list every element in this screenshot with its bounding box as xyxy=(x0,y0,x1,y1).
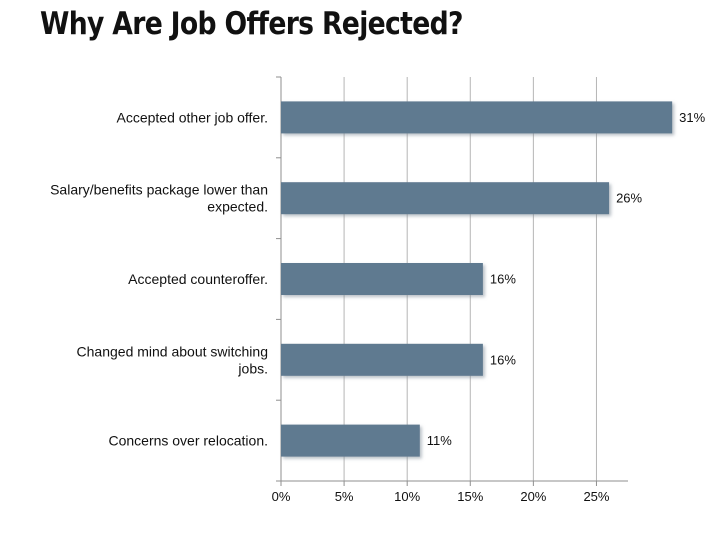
bar xyxy=(281,424,420,457)
category-label: Changed mind about switching jobs. xyxy=(77,343,268,376)
x-tick-label: 0% xyxy=(272,489,291,504)
chart-labels: 0% 5% 10% 15% 20% 25% 31% Accepted other job of… xyxy=(50,109,706,504)
bar xyxy=(281,101,673,134)
x-tick-label: 25% xyxy=(583,489,609,504)
bar-value-label: 16% xyxy=(490,272,516,287)
category-label: Accepted other job offer. xyxy=(116,109,268,125)
chart-title: Why Are Job Offers Rejected? xyxy=(40,6,463,42)
x-tick-label: 10% xyxy=(394,489,420,504)
category-label: Concerns over relocation. xyxy=(108,433,268,449)
bar xyxy=(281,263,483,295)
bar-value-label: 16% xyxy=(490,352,516,367)
bar xyxy=(281,182,610,215)
x-tick-label: 15% xyxy=(457,489,483,504)
x-tick-label: 5% xyxy=(335,489,354,504)
bar-value-label: 31% xyxy=(679,110,705,125)
bar xyxy=(281,343,483,376)
bar-value-label: 11% xyxy=(427,433,452,448)
category-label: Accepted counteroffer. xyxy=(128,271,268,287)
chart-bars xyxy=(281,101,673,457)
x-tick-label: 20% xyxy=(520,489,546,504)
bar-value-label: 26% xyxy=(616,191,642,206)
category-label: Salary/benefits package lower than expect… xyxy=(50,182,268,215)
